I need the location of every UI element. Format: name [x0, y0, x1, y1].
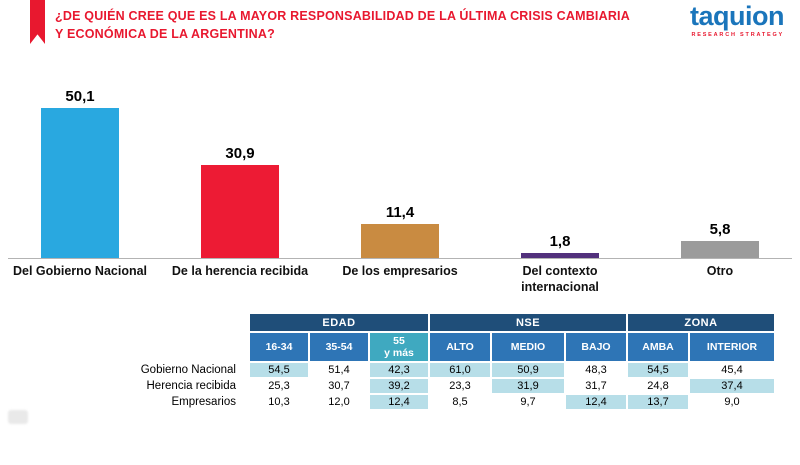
bar-category-label: Del Gobierno Nacional: [12, 264, 148, 278]
table-cell: 39,2: [370, 379, 428, 393]
bar-5: [681, 240, 759, 258]
table-cell: 12,4: [566, 395, 626, 409]
table-column-header: AMBA: [628, 333, 688, 361]
table-row: Gobierno Nacional 54,5 51,4 42,3 61,0 50,9 48,…: [88, 363, 774, 377]
table-column-header: MEDIO: [492, 333, 564, 361]
bar-2: [201, 165, 279, 258]
bar-category-label: Del contexto internacional: [521, 264, 599, 294]
table-corner-spacer: [88, 333, 248, 361]
bar-category-label: Otro: [706, 264, 734, 278]
table-row: Empresarios 10,3 12,0 12,4 8,5 9,7 12,4 13,7 9,0: [88, 395, 774, 409]
table-cell: 51,4: [310, 363, 368, 377]
table-row-label: Herencia recibida: [146, 380, 237, 392]
bar-category-label: De los empresarios: [342, 264, 458, 278]
bar-column-3: 11,4: [320, 204, 480, 258]
table-cell: 23,3: [430, 379, 490, 393]
brand-logo: taquion RESEARCH STRATEGY: [690, 1, 784, 39]
table-cell: 13,7: [628, 395, 688, 409]
table-cell: 45,4: [690, 363, 774, 377]
table-cell: 37,4: [690, 379, 774, 393]
table-cell: 42,3: [370, 363, 428, 377]
table-row-label: Gobierno Nacional: [140, 364, 236, 376]
bar-1: [41, 107, 119, 258]
bar-category-label: De la herencia recibida: [171, 264, 309, 278]
table-cell: 54,5: [628, 363, 688, 377]
red-ribbon-icon: [30, 0, 45, 44]
table-column-header: INTERIOR: [690, 333, 774, 361]
bar-value-label: 1,8: [549, 232, 571, 250]
brand-tagline: RESEARCH STRATEGY: [691, 32, 784, 38]
table-cell: 54,5: [250, 363, 308, 377]
table-cell: 25,3: [250, 379, 308, 393]
bar-column-1: 50,1: [0, 88, 160, 258]
page-title: ¿DE QUIÉN CREE QUE ES LA MAYOR RESPONSAB…: [55, 9, 630, 42]
table-corner-spacer: [88, 314, 248, 331]
table-column-header: 35-54: [310, 333, 368, 361]
watermark: [8, 410, 28, 424]
table-group-header: ZONA: [628, 314, 774, 331]
table-column-header: 55 y más: [370, 333, 428, 361]
table-cell: 31,9: [492, 379, 564, 393]
bar-category-labels: Del Gobierno Nacional De la herencia reci…: [0, 264, 800, 295]
bar-value-label: 50,1: [65, 87, 95, 105]
table-group-header: NSE: [430, 314, 626, 331]
bar-value-label: 11,4: [385, 203, 415, 221]
table-cell: 12,0: [310, 395, 368, 409]
bar-4: [521, 252, 599, 258]
bar-value-label: 30,9: [225, 145, 255, 163]
table-cell: 10,3: [250, 395, 308, 409]
crosstab-table: EDAD NSE ZONA 16-34 35-54 55 y más ALTO MEDIO BA…: [86, 312, 776, 411]
table-cell: 9,0: [690, 395, 774, 409]
table-column-header: ALTO: [430, 333, 490, 361]
table-cell: 31,7: [566, 379, 626, 393]
brand-name: taquion: [690, 1, 784, 31]
bar-column-5: 5,8: [640, 221, 800, 258]
bar-3: [361, 223, 439, 258]
table-cell: 9,7: [492, 395, 564, 409]
table-row: Herencia recibida 25,3 30,7 39,2 23,3 31,9 31,…: [88, 379, 774, 393]
table-row-label: Empresarios: [171, 396, 236, 408]
bar-value-label: 5,8: [709, 220, 731, 238]
table-cell: 50,9: [492, 363, 564, 377]
bar-chart-plot-area: 50,1 30,9 11,4 1,8 5,8: [0, 80, 800, 258]
table-column-header: 16-34: [250, 333, 308, 361]
bar-column-4: 1,8: [480, 233, 640, 258]
table-cell: 8,5: [430, 395, 490, 409]
table-cell: 61,0: [430, 363, 490, 377]
table-cell: 48,3: [566, 363, 626, 377]
table-cell: 30,7: [310, 379, 368, 393]
table-group-header: EDAD: [250, 314, 428, 331]
x-axis-line: [8, 258, 792, 259]
table-cell: 24,8: [628, 379, 688, 393]
bar-column-2: 30,9: [160, 145, 320, 258]
table-cell: 12,4: [370, 395, 428, 409]
table-column-header: BAJO: [566, 333, 626, 361]
